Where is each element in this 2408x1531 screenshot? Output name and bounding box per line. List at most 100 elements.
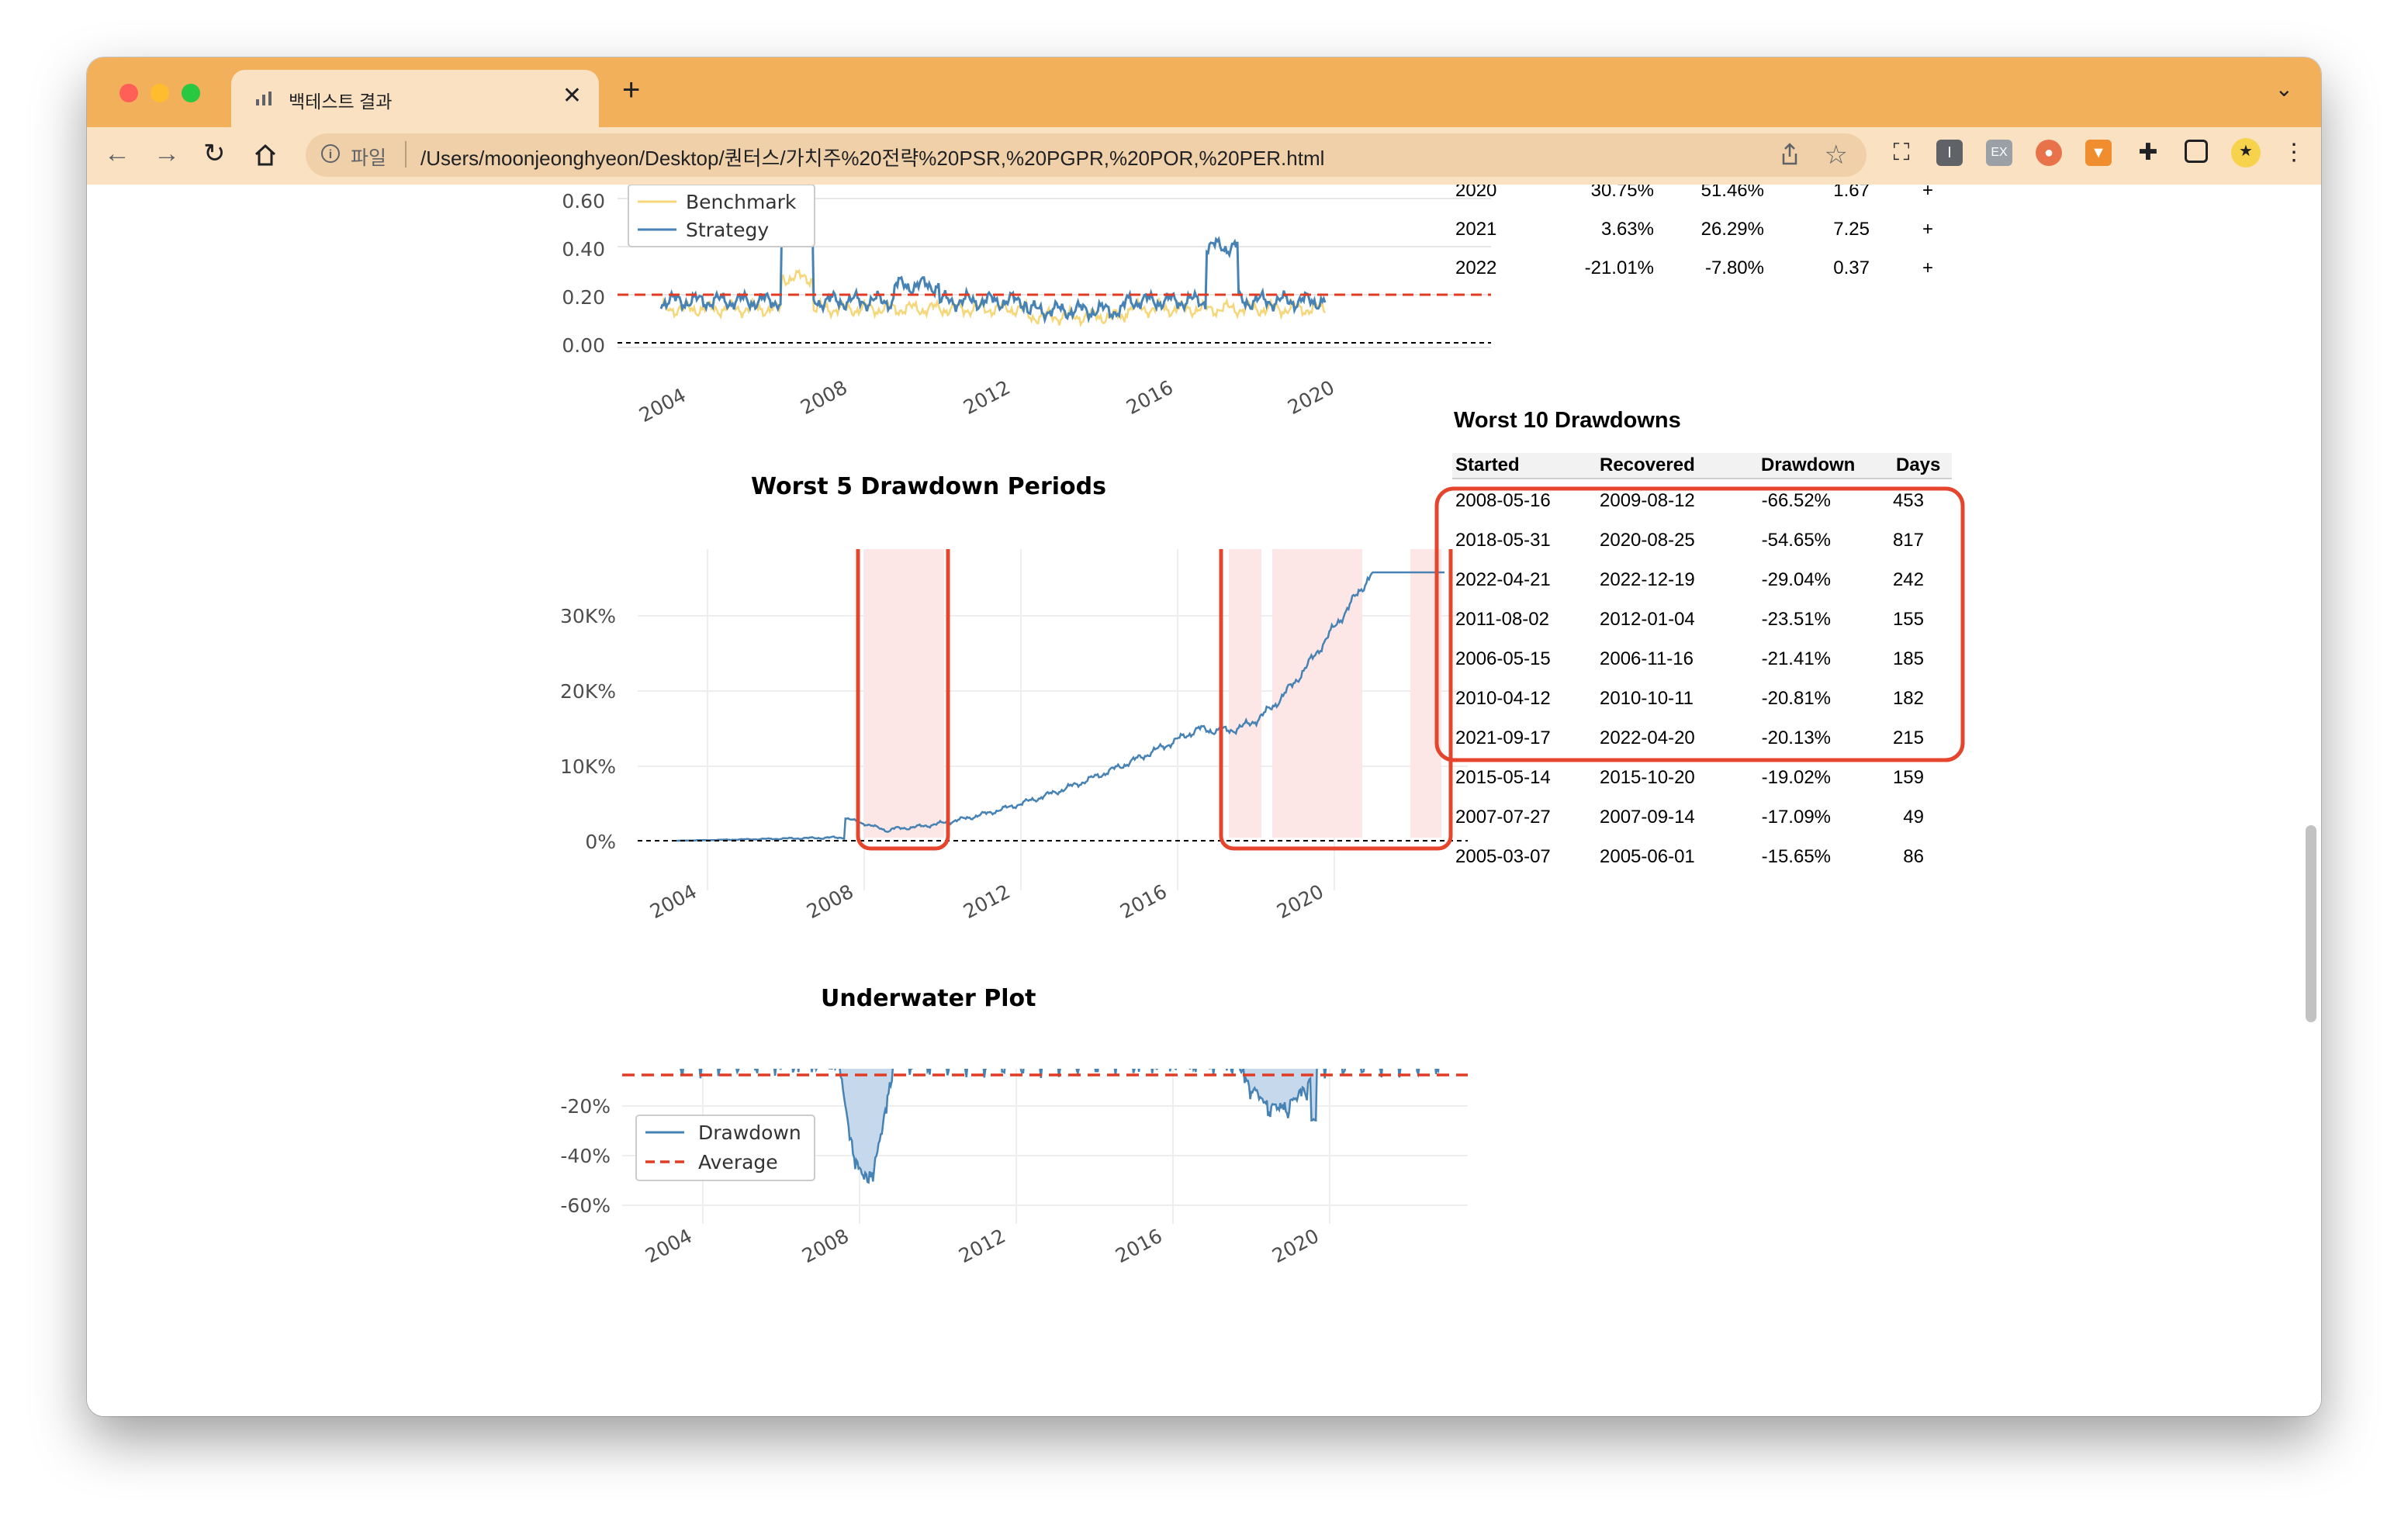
puzzle-icon[interactable]: ✚ — [2138, 140, 2158, 165]
table-cell: -19.02% — [1761, 767, 1831, 788]
table-cell: 49 — [1903, 807, 1924, 828]
drawdowns-table-body: 2008-05-16 2009-08-12 -66.52% 453 2018-05-31… — [1452, 487, 1952, 890]
x-tick-label: 2012 — [960, 880, 1014, 923]
annotation-highlight-box — [1219, 549, 1453, 851]
screen-capture-icon[interactable]: ⛶ — [1893, 140, 1910, 165]
table-row: 2015-05-14 2015-10-20 -19.02% 159 — [1452, 764, 1952, 800]
table-row: 2011-08-02 2012-01-04 -23.51% 155 — [1452, 606, 1952, 641]
y-tick-label: 0.20 — [562, 286, 605, 309]
table-row: 2010-04-12 2010-10-11 -20.81% 182 — [1452, 685, 1952, 721]
metamask-fox-icon[interactable]: ▼ — [2085, 140, 2112, 166]
table-row: 2006-05-15 2006-11-16 -21.41% 185 — [1452, 645, 1952, 681]
chart-favicon-icon — [256, 92, 272, 105]
table-cell: 2022-04-20 — [1600, 727, 1695, 748]
active-tab[interactable]: 백테스트 결과 ✕ — [231, 70, 599, 127]
x-tick-label: 2008 — [798, 1225, 853, 1267]
tab-close-icon[interactable]: ✕ — [562, 83, 582, 109]
annotation-highlight-box — [856, 549, 950, 851]
y-tick-label: 30K% — [560, 605, 616, 627]
drawdown-area — [680, 1069, 1439, 1183]
table-row: 2022-04-21 2022-12-19 -29.04% 242 — [1452, 566, 1952, 602]
drawdowns-table-title: Worst 10 Drawdowns — [1454, 408, 1681, 433]
home-icon[interactable] — [253, 143, 278, 168]
back-arrow-icon[interactable]: ← — [104, 139, 130, 168]
minimize-window-button[interactable] — [150, 84, 169, 102]
menu-kebab-icon[interactable]: ⋮ — [2282, 140, 2306, 165]
sidepanel-icon[interactable] — [2185, 140, 2208, 163]
address-divider — [405, 141, 407, 168]
table-cell: 2006-11-16 — [1600, 648, 1694, 669]
table-row: 2005-03-07 2005-06-01 -15.65% 86 — [1452, 843, 1952, 879]
cumulative-return-line — [676, 571, 1444, 842]
table-cell: 155 — [1892, 609, 1924, 630]
table-cell: 817 — [1892, 530, 1924, 551]
table-cell: -20.81% — [1761, 688, 1831, 709]
new-tab-button[interactable]: + — [622, 73, 641, 107]
table-cell: 2010-04-12 — [1455, 688, 1551, 709]
zoom-window-button[interactable] — [182, 84, 200, 102]
vertical-scrollbar-thumb[interactable] — [2306, 825, 2316, 1022]
forward-arrow-icon[interactable]: → — [154, 139, 180, 168]
x-tick-label: 2008 — [797, 376, 851, 419]
browser-toolbar: ← → ↻ i 파일 /Users/moonjeonghyeon/Desktop… — [87, 127, 2321, 185]
table-cell: -54.65% — [1761, 530, 1831, 551]
annotation-highlight-box — [1434, 486, 1965, 762]
x-tick-label: 2020 — [1273, 880, 1327, 923]
strategy-line — [659, 199, 1327, 325]
table-cell: 0.37 — [1833, 257, 1870, 278]
table-cell: 26.29% — [1700, 219, 1764, 240]
column-header: Days — [1896, 454, 1941, 475]
browser-window: 백테스트 결과 ✕ + ⌄ ← → ↻ i 파일 /Users/moonjeon… — [87, 57, 2321, 1416]
x-tick-label: 2004 — [635, 384, 690, 427]
table-cell: 2020-08-25 — [1600, 530, 1695, 551]
underwater-plot-title: Underwater Plot — [821, 985, 1036, 1012]
table-cell: 159 — [1892, 767, 1924, 788]
table-cell: 86 — [1903, 846, 1924, 867]
y-tick-label: 10K% — [560, 755, 616, 778]
y-tick-label: 0.60 — [562, 190, 605, 213]
site-info-icon[interactable]: i — [321, 144, 340, 163]
tab-search-chevron-icon[interactable]: ⌄ — [2275, 77, 2293, 101]
table-cell: 2012-01-04 — [1600, 609, 1695, 630]
table-cell: -21.01% — [1584, 257, 1654, 278]
table-cell: 2010-10-11 — [1600, 688, 1694, 709]
y-tick-label: 0.40 — [562, 238, 605, 261]
ex-extension-icon[interactable]: EX — [1986, 140, 2012, 166]
drawdown-periods-title: Worst 5 Drawdown Periods — [751, 473, 1106, 500]
table-cell: + — [1922, 257, 1934, 278]
table-cell: 2022-12-19 — [1600, 569, 1695, 590]
table-cell: 2021-09-17 — [1455, 727, 1551, 748]
table-row: 2021-09-17 2022-04-20 -20.13% 215 — [1452, 724, 1952, 760]
legend-label: Average — [698, 1151, 778, 1173]
cookie-icon[interactable]: ● — [2036, 140, 2062, 166]
table-cell: -21.41% — [1761, 648, 1831, 669]
tab-strip: 백테스트 결과 ✕ + ⌄ — [87, 57, 2321, 127]
table-cell: -17.09% — [1761, 807, 1831, 828]
reader-icon[interactable]: I — [1936, 140, 1963, 166]
address-bar[interactable]: i 파일 /Users/moonjeonghyeon/Desktop/퀀터스/가… — [306, 133, 1867, 177]
column-header: Drawdown — [1761, 454, 1856, 475]
table-cell: 2022 — [1455, 257, 1497, 278]
legend-label: Strategy — [686, 219, 769, 241]
table-cell: 2008-05-16 — [1455, 490, 1551, 511]
bookmark-star-icon[interactable]: ☆ — [1824, 140, 1848, 170]
y-tick-label: -40% — [560, 1145, 611, 1167]
share-icon[interactable] — [1780, 143, 1800, 166]
table-cell: -29.04% — [1761, 569, 1831, 590]
drawdown-line — [680, 1069, 1440, 1184]
benchmark-line — [660, 268, 1327, 328]
table-cell: 2009-08-12 — [1600, 490, 1695, 511]
reload-icon[interactable]: ↻ — [203, 139, 226, 168]
y-tick-label: 0.00 — [562, 334, 605, 357]
legend-label: Benchmark — [686, 191, 797, 213]
y-tick-label: -20% — [560, 1095, 611, 1118]
table-cell: 2007-07-27 — [1455, 807, 1551, 828]
address-url[interactable]: /Users/moonjeonghyeon/Desktop/퀀터스/가치주%20… — [420, 147, 1325, 170]
x-tick-label: 2012 — [955, 1225, 1009, 1267]
column-header: Started — [1455, 454, 1520, 475]
profile-avatar-icon[interactable]: ★ — [2231, 138, 2261, 168]
table-cell: 3.63% — [1600, 219, 1654, 240]
close-window-button[interactable] — [119, 84, 138, 102]
legend-box — [628, 185, 815, 247]
table-cell: 2005-06-01 — [1600, 846, 1695, 867]
